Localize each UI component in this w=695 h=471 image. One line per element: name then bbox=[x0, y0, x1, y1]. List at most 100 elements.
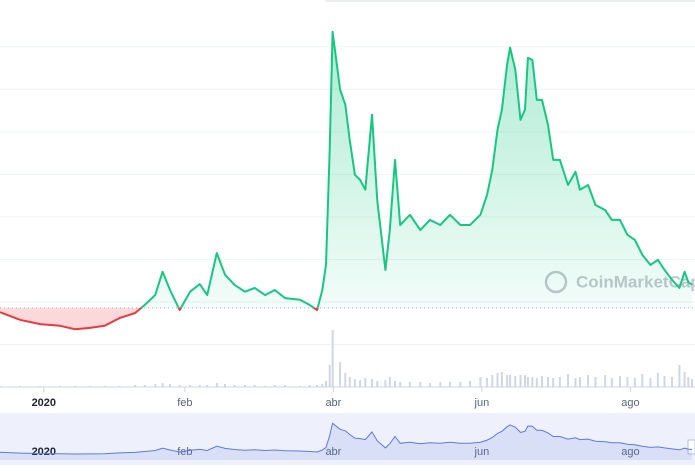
volume-bar bbox=[448, 382, 451, 387]
volume-bar bbox=[687, 377, 690, 387]
volume-bar bbox=[546, 377, 549, 387]
navigator-tick-label: jun bbox=[474, 446, 490, 458]
volume-bar bbox=[626, 377, 629, 387]
volume-bar bbox=[656, 373, 659, 387]
volume-bar bbox=[514, 376, 517, 387]
volume-bar bbox=[691, 379, 694, 387]
volume-bar bbox=[118, 386, 121, 387]
x-tick-label: jun bbox=[474, 397, 490, 409]
volume-bar bbox=[399, 382, 402, 387]
x-tick-label: feb bbox=[177, 397, 192, 409]
volume-bar bbox=[59, 386, 62, 387]
volume-bar bbox=[526, 377, 529, 387]
volume-bar bbox=[331, 330, 334, 387]
volume-bar bbox=[531, 377, 534, 387]
volume-bar bbox=[353, 379, 356, 387]
volume-bar bbox=[604, 375, 607, 387]
volume-bar bbox=[649, 378, 652, 387]
area-up bbox=[141, 31, 692, 308]
volume-bar bbox=[500, 372, 503, 387]
volume-bar bbox=[535, 378, 538, 387]
volume-bar bbox=[359, 380, 362, 387]
volume-bar bbox=[408, 382, 411, 387]
volume-bar bbox=[348, 377, 351, 387]
volume-bar bbox=[103, 386, 106, 387]
volume-bar bbox=[88, 386, 91, 387]
volume-bar bbox=[506, 375, 509, 387]
navigator-line bbox=[0, 422, 693, 455]
volume-bar bbox=[486, 378, 489, 387]
volume-bar bbox=[567, 374, 570, 387]
volume-bar bbox=[619, 376, 622, 387]
volume-bar bbox=[198, 385, 201, 387]
navigator-handle[interactable] bbox=[687, 439, 695, 455]
volume-bar bbox=[683, 372, 686, 387]
x-tick-label: ago bbox=[621, 397, 639, 409]
volume-bar bbox=[479, 377, 482, 387]
volume-bar bbox=[419, 382, 422, 387]
volume-bar bbox=[134, 385, 137, 387]
volume-bar bbox=[610, 378, 613, 387]
volume-bar bbox=[344, 373, 347, 387]
volume-bar bbox=[39, 386, 42, 387]
volume-bar bbox=[308, 385, 311, 387]
volume-bar bbox=[284, 385, 287, 387]
volume-bar bbox=[519, 375, 522, 387]
volume-bar bbox=[541, 376, 544, 387]
volume-bar bbox=[678, 365, 681, 387]
volume-bar bbox=[428, 383, 431, 387]
price-line-up bbox=[139, 30, 693, 308]
volume-bar bbox=[189, 385, 192, 387]
volume-bar bbox=[161, 383, 164, 387]
volume-bar bbox=[394, 381, 397, 387]
volume-bar bbox=[439, 382, 442, 387]
volume-bar bbox=[523, 375, 526, 387]
volume-bar bbox=[578, 377, 581, 387]
x-tick-label: abr bbox=[325, 397, 341, 409]
volume-bar bbox=[371, 379, 374, 387]
volume-bar bbox=[594, 377, 597, 387]
volume-bar bbox=[469, 381, 472, 387]
volume-bar bbox=[552, 378, 555, 387]
volume-bar bbox=[509, 375, 512, 387]
volume-bar bbox=[328, 365, 331, 387]
volume-bar bbox=[324, 381, 327, 387]
navigator-tick-label: feb bbox=[177, 446, 192, 458]
volume-bar bbox=[206, 385, 209, 387]
volume-bar bbox=[169, 384, 172, 387]
volume-bar bbox=[223, 384, 226, 387]
volume-bar bbox=[364, 378, 367, 387]
volume-bar bbox=[244, 385, 247, 387]
volume-bar bbox=[215, 383, 218, 387]
volume-bar bbox=[633, 378, 636, 387]
volume-bar bbox=[73, 386, 76, 387]
volume-bar bbox=[143, 385, 146, 387]
volume-bar bbox=[316, 385, 319, 387]
volume-bar bbox=[459, 382, 462, 387]
volume-bar bbox=[670, 377, 673, 387]
navigator-tick-label: ago bbox=[621, 446, 639, 458]
volume-bar bbox=[298, 386, 301, 387]
volume-bar bbox=[663, 376, 666, 387]
volume-bar bbox=[641, 374, 644, 387]
volume-bar bbox=[376, 381, 379, 387]
volume-bar bbox=[558, 377, 561, 387]
volume-bar bbox=[587, 375, 590, 387]
volume-bar bbox=[339, 362, 342, 387]
volume-bar bbox=[264, 386, 267, 387]
volume-bar bbox=[19, 386, 22, 387]
navigator-tick-label: abr bbox=[325, 446, 341, 458]
volume-bar bbox=[253, 385, 256, 387]
volume-bar bbox=[321, 384, 324, 387]
volume-bar bbox=[496, 373, 499, 387]
volume-bar bbox=[154, 384, 157, 387]
volume-bar bbox=[233, 385, 236, 387]
volume-bar bbox=[388, 377, 391, 387]
volume-bar bbox=[178, 385, 181, 387]
volume-bar bbox=[0, 386, 1, 387]
x-tick-label: 2020 bbox=[32, 397, 56, 409]
volume-bar bbox=[273, 385, 276, 387]
navigator-tick-label: 2020 bbox=[32, 446, 56, 458]
volume-bar bbox=[574, 378, 577, 387]
